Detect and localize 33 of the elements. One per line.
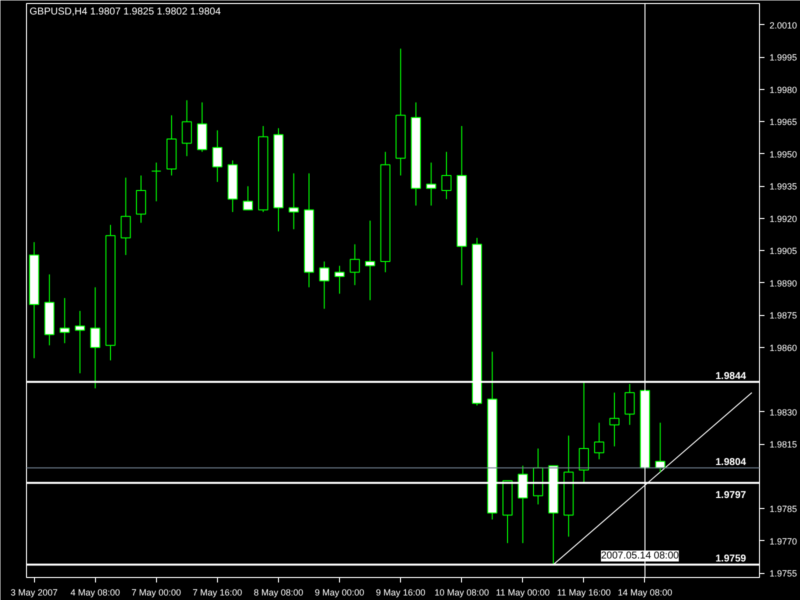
y-tick-label: 1.9770 — [770, 536, 798, 546]
x-tick-label: 7 May 16:00 — [192, 588, 242, 598]
x-tick-label: 7 May 00:00 — [132, 588, 182, 598]
y-tick-label: 1.9830 — [770, 407, 798, 418]
y-tick-label: 1.9935 — [770, 182, 798, 192]
y-tick-label: 1.9785 — [770, 504, 798, 514]
y-tick-label: 1.9890 — [770, 278, 798, 288]
x-tick-label: 14 May 08:00 — [618, 588, 672, 598]
ref-line-label: 1.9804 — [716, 456, 747, 468]
y-tick-label: 1.9860 — [770, 342, 798, 353]
chart-title: GBPUSD,H4 1.9807 1.9825 1.9802 1.9804 — [30, 6, 222, 18]
y-tick-label: 1.9905 — [770, 246, 798, 256]
y-tick-label: 1.9920 — [770, 214, 798, 224]
x-tick-label: 3 May 2007 — [10, 588, 58, 598]
x-tick-label: 11 May 00:00 — [496, 588, 550, 598]
y-tick-label: 1.9815 — [770, 440, 798, 450]
x-tick-label: 9 May 00:00 — [314, 588, 364, 598]
y-tick-label: 2.0010 — [770, 20, 798, 30]
ref-line-label: 1.9759 — [716, 554, 747, 565]
x-tick-label: 8 May 08:00 — [254, 588, 304, 598]
y-tick-label: 1.9755 — [770, 568, 798, 579]
x-tick-label: 9 May 16:00 — [376, 588, 426, 598]
y-tick-label: 1.9875 — [770, 310, 798, 321]
ref-line-label: 1.9797 — [716, 490, 747, 501]
y-tick-label: 1.9980 — [770, 84, 798, 95]
y-tick-label: 1.9965 — [770, 117, 798, 128]
y-tick-label: 1.9995 — [770, 52, 798, 63]
x-tick-label: 11 May 16:00 — [556, 588, 611, 598]
ref-line-label: 1.9844 — [716, 370, 747, 382]
y-tick-label: 1.9950 — [770, 149, 798, 160]
x-tick-label: 10 May 08:00 — [434, 588, 489, 598]
ref-line-label: 2007.05.14 08:00 — [600, 550, 680, 562]
x-tick-label: 4 May 08:00 — [70, 588, 120, 598]
